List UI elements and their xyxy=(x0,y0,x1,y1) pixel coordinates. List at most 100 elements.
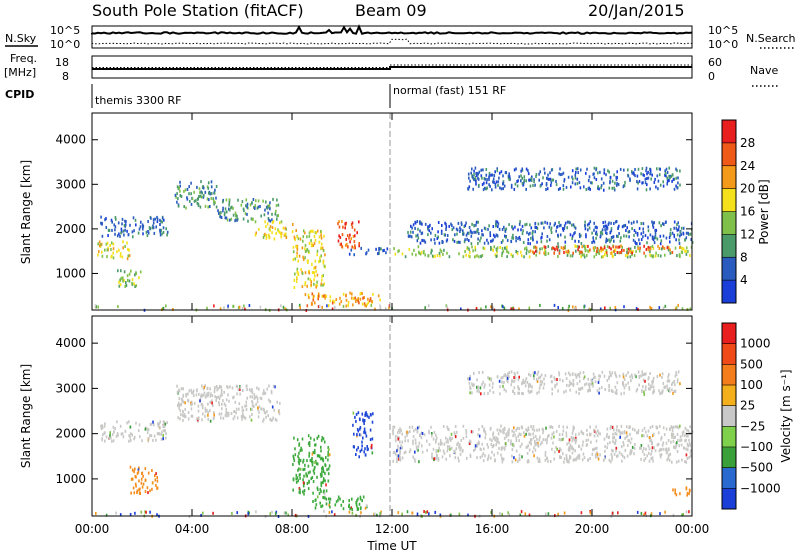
data-cell xyxy=(296,235,299,239)
data-cell xyxy=(398,457,400,461)
data-cell xyxy=(122,276,124,280)
data-cell xyxy=(534,441,536,445)
data-cell xyxy=(544,453,547,457)
data-cell xyxy=(560,223,562,227)
data-cell xyxy=(414,450,416,454)
data-cell xyxy=(320,254,322,258)
data-cell xyxy=(476,444,479,448)
data-cell xyxy=(189,199,191,203)
data-cell xyxy=(469,391,471,395)
data-cell xyxy=(138,479,140,483)
data-cell xyxy=(262,419,264,423)
data-cell xyxy=(596,226,598,230)
data-cell xyxy=(297,237,300,241)
data-cell xyxy=(584,227,587,231)
data-cell xyxy=(150,422,153,426)
data-cell xyxy=(532,184,534,188)
data-cell xyxy=(573,426,575,430)
data-cell xyxy=(578,181,581,185)
data-cell xyxy=(198,187,201,191)
data-cell xyxy=(315,231,318,235)
data-cell xyxy=(683,434,686,438)
data-cell xyxy=(468,439,471,443)
data-cell xyxy=(619,433,622,437)
data-cell xyxy=(296,254,298,258)
data-cell xyxy=(112,425,115,429)
data-cell xyxy=(468,185,471,189)
data-cell xyxy=(368,415,370,419)
data-cell xyxy=(466,231,469,235)
data-cell xyxy=(481,370,484,374)
data-cell xyxy=(502,181,505,185)
data-cell xyxy=(182,409,184,413)
data-cell xyxy=(433,457,436,461)
nsearch-trace xyxy=(91,38,693,45)
data-cell xyxy=(595,225,597,229)
data-cell xyxy=(526,380,529,384)
data-cell xyxy=(437,449,439,453)
data-cell xyxy=(446,425,449,429)
data-cell xyxy=(497,225,499,229)
data-cell xyxy=(575,167,577,171)
data-cell xyxy=(182,387,184,391)
colorbar-tick-label: −1000 xyxy=(740,481,781,495)
data-cell xyxy=(600,255,603,259)
data-cell xyxy=(611,371,614,375)
data-cell xyxy=(326,468,328,472)
data-cell xyxy=(123,224,126,227)
data-cell xyxy=(493,443,495,447)
data-cell xyxy=(538,172,540,176)
data-cell xyxy=(431,455,433,459)
data-cell xyxy=(241,405,244,409)
data-cell xyxy=(584,223,586,227)
data-cell xyxy=(258,410,260,414)
data-cell xyxy=(483,241,486,245)
data-cell xyxy=(676,425,679,429)
data-cell xyxy=(553,223,556,227)
data-cell xyxy=(204,414,206,418)
data-cell xyxy=(220,385,223,389)
data-cell xyxy=(637,247,639,251)
data-cell xyxy=(515,239,517,243)
data-cell xyxy=(673,436,675,440)
data-cell xyxy=(302,481,305,485)
data-cell xyxy=(396,435,399,439)
date-label: 20/Jan/2015 xyxy=(588,1,685,20)
data-cell xyxy=(109,244,111,247)
data-cell xyxy=(309,470,311,474)
data-cell xyxy=(224,216,227,220)
data-cell xyxy=(686,442,689,446)
data-cell xyxy=(574,373,577,377)
data-cell xyxy=(348,503,350,507)
data-cell xyxy=(678,225,680,229)
data-cell xyxy=(651,220,653,224)
data-cell xyxy=(507,372,509,376)
data-cell xyxy=(656,426,659,430)
data-cell xyxy=(586,428,588,432)
data-cell xyxy=(486,458,489,461)
data-cell xyxy=(460,307,462,311)
data-cell xyxy=(529,184,532,188)
data-cell xyxy=(441,224,443,227)
data-cell xyxy=(647,176,650,180)
data-cell xyxy=(378,247,380,250)
data-cell xyxy=(645,169,647,173)
data-cell xyxy=(520,254,523,258)
data-cell xyxy=(505,442,507,445)
data-cell xyxy=(674,491,676,495)
data-cell xyxy=(557,245,560,249)
data-cell xyxy=(625,234,628,238)
data-cell xyxy=(536,391,538,395)
data-cell xyxy=(379,298,381,302)
data-cell xyxy=(177,401,180,405)
data-cell xyxy=(233,415,236,419)
data-cell xyxy=(568,441,570,445)
data-cell xyxy=(629,375,631,379)
data-cell xyxy=(574,441,577,445)
data-cell xyxy=(636,180,638,184)
data-cell xyxy=(590,181,592,185)
data-cell xyxy=(435,456,437,460)
data-cell xyxy=(551,426,554,430)
data-cell xyxy=(263,213,266,217)
